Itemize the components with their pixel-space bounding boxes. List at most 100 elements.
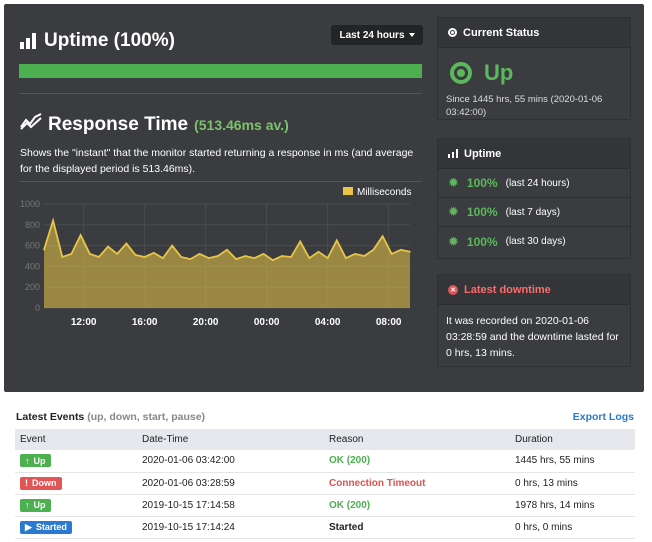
x-tick-label: 04:00 — [315, 317, 341, 328]
status-state: Up — [484, 60, 514, 85]
x-tick-label: 00:00 — [254, 317, 280, 328]
table-row: ↑ Up 2020-01-06 03:42:00 OK (200) 1445 hrs, … — [15, 450, 635, 473]
uptime-title: Uptime (100%) — [44, 30, 175, 51]
date-time-cell: 2019-10-15 17:14:58 — [137, 494, 324, 517]
dot-circle-icon — [448, 28, 457, 37]
response-time-title: Response Time — [48, 114, 189, 135]
table-row: ↑ Up 2019-10-15 17:14:58 OK (200) 1978 hrs, … — [15, 494, 635, 517]
data-point — [235, 258, 237, 260]
current-status-header: Current Status — [438, 18, 630, 48]
reason-cell: Started — [324, 516, 510, 539]
reason-cell: OK (200) — [324, 494, 510, 517]
data-point — [134, 254, 137, 256]
data-point — [43, 248, 45, 251]
data-point — [253, 257, 256, 259]
date-time-cell: 2020-01-06 03:28:59 — [137, 472, 324, 495]
data-point — [61, 256, 64, 258]
event-badge: ! Down — [20, 476, 62, 490]
latest-downtime-title: Latest downtime — [464, 283, 551, 296]
y-tick-label: 600 — [25, 241, 40, 251]
uptime-row: ✹ 100% (last 7 days) — [438, 198, 630, 227]
data-point — [262, 253, 265, 255]
x-tick-label: 16:00 — [132, 317, 158, 328]
event-cell: ↑ Up — [15, 494, 137, 517]
column-header-date-time: Date-Time — [137, 429, 324, 450]
latest-events-title: Latest Events — [16, 411, 85, 423]
column-header-duration: Duration — [510, 429, 635, 450]
bar-chart-icon — [448, 149, 458, 158]
data-point — [198, 253, 201, 255]
current-status-title: Current Status — [463, 26, 540, 39]
time-range-label: Last 24 hours — [339, 29, 405, 41]
column-header-reason: Reason — [324, 429, 510, 450]
data-point — [372, 248, 375, 251]
data-point — [88, 253, 91, 255]
uptime-period: (last 24 hours) — [505, 177, 570, 189]
latest-events-subtitle: (up, down, start, pause) — [87, 411, 206, 423]
y-tick-label: 1000 — [20, 199, 40, 209]
response-time-average: (513.46ms av.) — [194, 117, 289, 133]
events-table-header: Event Date-Time Reason Duration — [15, 429, 635, 450]
series-area — [44, 220, 410, 308]
uptime-period: (last 7 days) — [505, 206, 561, 218]
table-row: ▶ Started 2019-10-15 17:14:24 Started 0 hrs,… — [15, 516, 635, 539]
data-point — [171, 244, 173, 247]
event-badge: ↑ Up — [20, 498, 51, 512]
time-range-dropdown[interactable]: Last 24 hours — [331, 25, 423, 45]
duration-cell: 0 hrs, 0 mins — [510, 516, 635, 539]
date-time-cell: 2019-10-15 17:14:24 — [137, 516, 324, 539]
data-point — [226, 248, 228, 251]
event-cell: ↑ Up — [15, 450, 137, 473]
divider — [19, 93, 422, 94]
data-point — [107, 245, 109, 248]
legend-label: Milliseconds — [357, 187, 411, 198]
uptime-progress-bar — [19, 64, 422, 78]
data-point — [189, 258, 192, 260]
latest-downtime-header: ✕ Latest downtime — [438, 275, 630, 305]
data-point — [217, 255, 219, 257]
event-label: Down — [32, 478, 57, 488]
latest-downtime-card: ✕ Latest downtime It was recorded on 202… — [437, 274, 631, 367]
data-point — [299, 240, 302, 243]
data-point — [381, 235, 384, 238]
data-point — [308, 257, 311, 259]
event-badge: ↑ Up — [20, 454, 51, 468]
event-label: Up — [33, 455, 46, 466]
status-since: Since 1445 hrs, 55 mins (2020-01-06 03:4… — [446, 94, 603, 118]
event-badge: ▶ Started — [20, 520, 72, 534]
data-point — [354, 253, 356, 255]
data-point — [70, 253, 73, 255]
status-up-icon — [450, 62, 472, 84]
data-point — [390, 253, 393, 255]
exclamation-icon: ! — [25, 478, 28, 488]
response-time-description: Shows the "instant" that the monitor sta… — [20, 147, 414, 175]
caret-down-icon — [408, 33, 415, 37]
response-time-heading: Response Time (513.46ms av.) — [20, 112, 289, 136]
event-cell: ! Down — [15, 472, 137, 495]
data-point — [290, 256, 292, 258]
data-point — [125, 242, 128, 245]
data-point — [98, 256, 100, 258]
column-header-event: Event — [15, 429, 137, 450]
uptime-row: ✹ 100% (last 24 hours) — [438, 169, 630, 198]
data-point — [409, 251, 411, 253]
uptime-percent: 100% — [466, 176, 498, 190]
data-point — [281, 255, 283, 257]
duration-cell: 1445 hrs, 55 mins — [510, 450, 635, 473]
events-table: Event Date-Time Reason Duration ↑ Up 2020-… — [15, 429, 635, 539]
data-point — [326, 257, 329, 259]
uptime-card: Uptime ✹ 100% (last 24 hours) ✹ 100% (last 7 … — [437, 138, 631, 259]
uptime-row: ✹ 100% (last 30 days) — [438, 227, 630, 256]
y-tick-label: 200 — [25, 282, 40, 292]
data-point — [79, 234, 82, 236]
export-logs-link[interactable]: Export Logs — [572, 411, 634, 423]
data-point — [244, 255, 247, 257]
event-cell: ▶ Started — [15, 516, 137, 539]
data-point — [52, 219, 54, 222]
data-point — [317, 251, 320, 253]
table-row: ! Down 2020-01-06 03:28:59 Connection Timeo… — [15, 472, 635, 495]
x-tick-label: 12:00 — [71, 317, 97, 328]
uptime-card-title: Uptime — [464, 147, 502, 160]
data-point — [116, 253, 118, 255]
response-time-chart: 0 200 400 600 800 1000 12:00 16:00 20:00 00:00 04:… — [20, 187, 411, 328]
